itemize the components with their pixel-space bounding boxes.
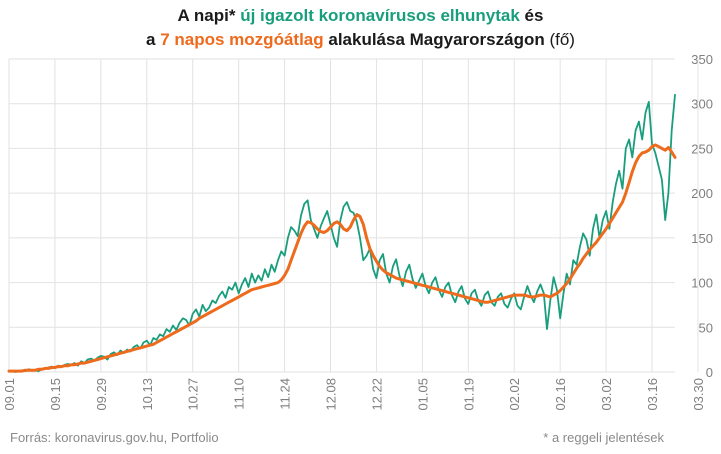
chart-title: A napi* új igazolt koronavírusos elhunyt… (0, 4, 721, 52)
title-line-2: a 7 napos mozgóátlag alakulása Magyarors… (0, 28, 721, 52)
x-tick-label: 12.22 (369, 378, 384, 411)
x-tick-label: 12.08 (324, 378, 339, 411)
y-tick-label: 350 (691, 52, 713, 67)
footnote: * a reggeli jelentések (543, 430, 664, 445)
title-part: a (146, 30, 161, 49)
y-tick-label: 300 (691, 97, 713, 112)
title-part: A napi* (177, 6, 241, 25)
title-part: alakulása Magyarországon (323, 30, 545, 49)
title-moving-average: 7 napos mozgóátlag (160, 30, 324, 49)
y-tick-label: 250 (691, 141, 713, 156)
x-tick-label: 11.24 (278, 378, 293, 410)
y-tick-label: 100 (691, 276, 713, 291)
x-tick-label: 10.27 (186, 378, 201, 411)
x-tick-label: 01.19 (461, 378, 476, 411)
x-tick-label: 01.05 (415, 378, 430, 411)
x-tick-label: 09.29 (94, 378, 109, 411)
x-tick-label: 10.13 (140, 378, 155, 411)
title-part: és (519, 6, 544, 25)
x-tick-label: 09.15 (48, 378, 63, 411)
x-tick-label: 11.10 (232, 378, 247, 410)
title-unit: (fő) (544, 30, 575, 49)
title-daily-deaths: új igazolt koronavírusos elhunytak (240, 6, 520, 25)
y-tick-label: 200 (691, 186, 713, 201)
x-tick-label: 02.16 (553, 378, 568, 411)
y-tick-label: 50 (699, 320, 713, 335)
x-tick-label: 03.30 (691, 378, 706, 411)
source-note: Forrás: koronavirus.gov.hu, Portfolio (10, 430, 219, 445)
x-tick-label: 02.02 (507, 378, 522, 411)
daily-deaths-line (8, 93, 676, 373)
title-line-1: A napi* új igazolt koronavírusos elhunyt… (0, 4, 721, 28)
x-tick-label: 03.02 (599, 378, 614, 411)
x-tick-label: 09.01 (2, 378, 17, 411)
moving-average-line (7, 143, 677, 373)
y-tick-label: 150 (691, 231, 713, 246)
x-tick-label: 03.16 (645, 378, 660, 411)
y-tick-label: 0 (706, 365, 713, 380)
